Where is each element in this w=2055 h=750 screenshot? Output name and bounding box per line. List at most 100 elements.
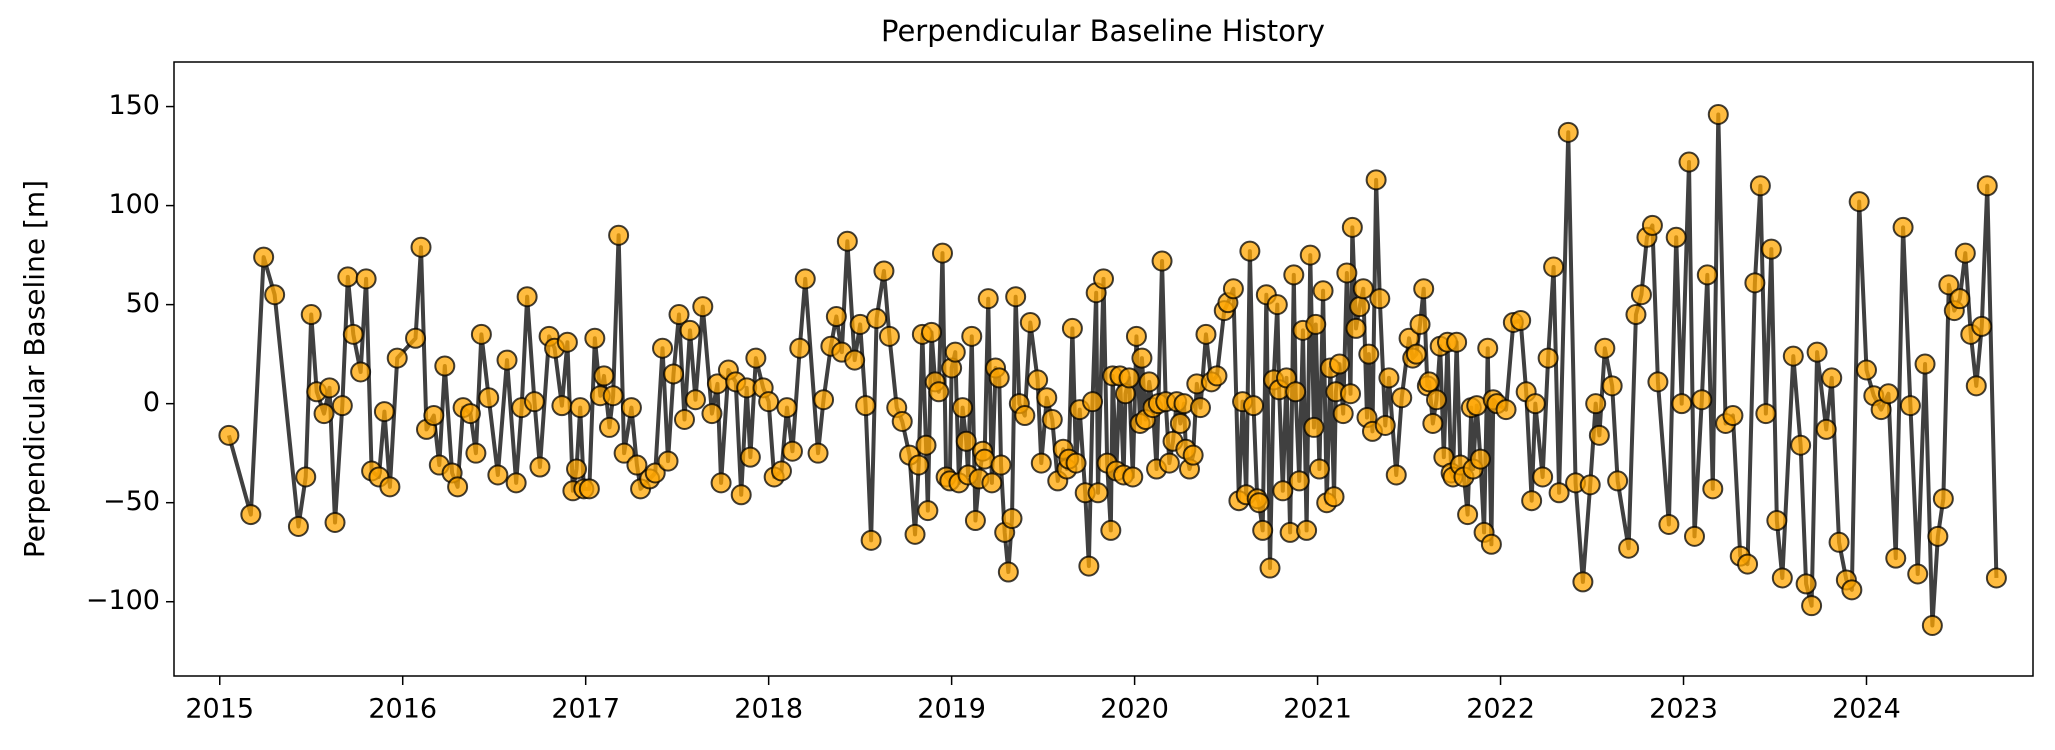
data-point: [1358, 343, 1380, 365]
data-point: [551, 395, 573, 417]
data-point: [1087, 482, 1109, 504]
data-point: [961, 325, 983, 347]
data-point: [1954, 242, 1976, 264]
data-point: [844, 349, 866, 371]
data-point: [1480, 533, 1502, 555]
data-point: [1892, 216, 1914, 238]
data-point: [1601, 375, 1623, 397]
data-point: [1801, 595, 1823, 617]
data-point: [1195, 323, 1217, 345]
data-point: [758, 391, 780, 413]
data-point: [789, 337, 811, 359]
data-point: [1118, 367, 1140, 389]
data-point: [578, 478, 600, 500]
data-point: [990, 454, 1012, 476]
data-point: [1914, 353, 1936, 375]
data-point: [423, 405, 445, 427]
data-point: [1691, 389, 1713, 411]
x-tick-label: 2017: [551, 694, 620, 725]
data-point: [434, 355, 456, 377]
x-tick-label: 2019: [917, 694, 986, 725]
data-point: [891, 410, 913, 432]
data-point: [952, 397, 974, 419]
data-point: [1340, 383, 1362, 405]
data-point: [855, 395, 877, 417]
data-point: [807, 442, 829, 464]
data-point: [1014, 405, 1036, 427]
x-tick-label: 2022: [1466, 694, 1535, 725]
data-point: [1374, 414, 1396, 436]
data-point: [337, 266, 359, 288]
data-point: [701, 403, 723, 425]
data-point: [1019, 311, 1041, 333]
data-point: [602, 385, 624, 407]
data-point: [1477, 337, 1499, 359]
data-point: [1365, 169, 1387, 191]
data-point: [1625, 304, 1647, 326]
data-point: [1707, 103, 1729, 125]
data-point: [1921, 614, 1943, 636]
data-point: [663, 363, 685, 385]
data-point: [1543, 256, 1565, 278]
data-point: [1378, 367, 1400, 389]
data-point: [931, 242, 953, 264]
data-point: [955, 430, 977, 452]
data-point: [1036, 387, 1058, 409]
data-point: [921, 321, 943, 343]
data-point: [1409, 313, 1431, 335]
data-point: [1243, 395, 1265, 417]
data-point: [566, 458, 588, 480]
data-point: [1737, 553, 1759, 575]
data-point: [447, 476, 469, 498]
data-point: [776, 397, 798, 419]
data-point: [730, 484, 752, 506]
data-point: [988, 367, 1010, 389]
data-point: [1938, 274, 1960, 296]
data-point: [1927, 525, 1949, 547]
data-point: [825, 306, 847, 328]
data-point: [1252, 519, 1274, 541]
data-point: [1557, 121, 1579, 143]
data-point: [1521, 490, 1543, 512]
data-point: [1125, 325, 1147, 347]
data-point: [1239, 240, 1261, 262]
data-point: [1093, 268, 1114, 290]
data-point: [331, 395, 353, 417]
data-point: [556, 331, 578, 353]
data-point: [1041, 409, 1063, 431]
data-point: [1288, 470, 1310, 492]
data-point: [350, 361, 372, 383]
data-point: [1341, 216, 1363, 238]
data-point: [626, 454, 648, 476]
data-point: [644, 462, 666, 484]
data-point: [1027, 369, 1049, 391]
data-point: [1965, 375, 1987, 397]
data-point: [668, 304, 690, 326]
data-point: [1815, 418, 1837, 440]
data-point: [1744, 272, 1766, 294]
data-point: [878, 325, 900, 347]
data-point: [1369, 288, 1391, 310]
data-point: [981, 472, 1003, 494]
data-point: [745, 347, 767, 369]
x-tick-label: 2016: [368, 694, 437, 725]
data-point: [459, 403, 481, 425]
data-point: [1151, 250, 1173, 272]
data-point: [1422, 412, 1444, 434]
data-point: [505, 472, 527, 494]
data-point: [1303, 416, 1325, 438]
data-point: [1426, 389, 1448, 411]
data-point: [1323, 486, 1345, 508]
data-point: [1885, 547, 1907, 569]
data-point: [710, 472, 732, 494]
data-point: [673, 409, 695, 431]
data-point: [470, 323, 492, 345]
data-point: [593, 365, 615, 387]
y-tick-label: −50: [103, 486, 160, 517]
data-point: [529, 456, 551, 478]
x-tick-label: 2015: [185, 694, 254, 725]
data-point: [319, 377, 341, 399]
data-point: [1630, 284, 1652, 306]
data-point: [1332, 403, 1354, 425]
